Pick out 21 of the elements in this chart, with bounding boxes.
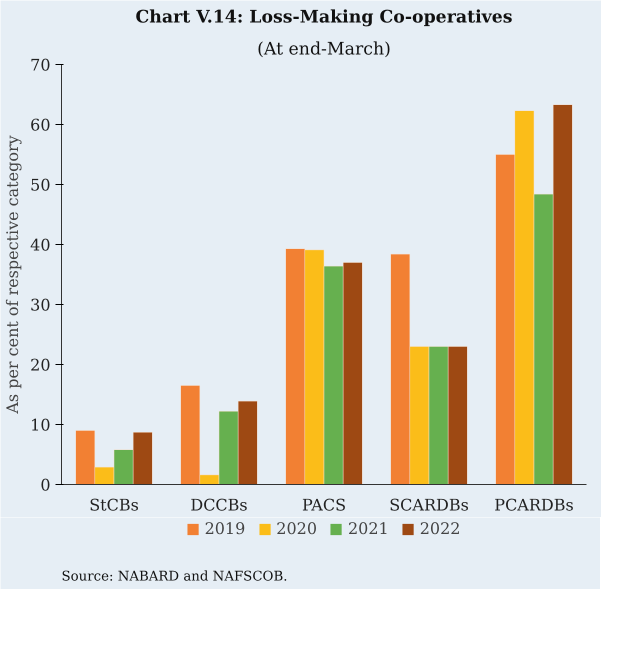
x-tick-label: PCARDBs: [494, 496, 574, 514]
legend-label: 2022: [420, 519, 460, 538]
y-axis-title: As per cent of respective category: [3, 135, 22, 415]
y-tick-label: 20: [30, 356, 50, 374]
legend-label: 2021: [348, 519, 389, 538]
chart-title: Chart V.14: Loss-Making Co-operatives: [136, 8, 513, 28]
y-tick-label: 70: [30, 56, 50, 74]
chart-subtitle: (At end-March): [257, 40, 391, 60]
x-tick-label: SCARDBs: [389, 496, 469, 514]
x-tick-label: PACS: [302, 496, 346, 514]
x-tick-label: StCBs: [89, 496, 139, 514]
y-tick-label: 30: [30, 296, 50, 314]
legend-label: 2019: [204, 519, 246, 538]
legend-label: 2020: [276, 519, 317, 538]
y-tick-label: 50: [30, 176, 50, 194]
x-tick-label: DCCBs: [190, 496, 248, 514]
y-tick-label: 0: [40, 476, 51, 494]
y-tick-label: 40: [30, 236, 50, 254]
y-tick-label: 10: [30, 416, 50, 434]
y-tick-label: 60: [30, 116, 50, 134]
source-note: Source: NABARD and NAFSCOB.: [62, 570, 288, 584]
